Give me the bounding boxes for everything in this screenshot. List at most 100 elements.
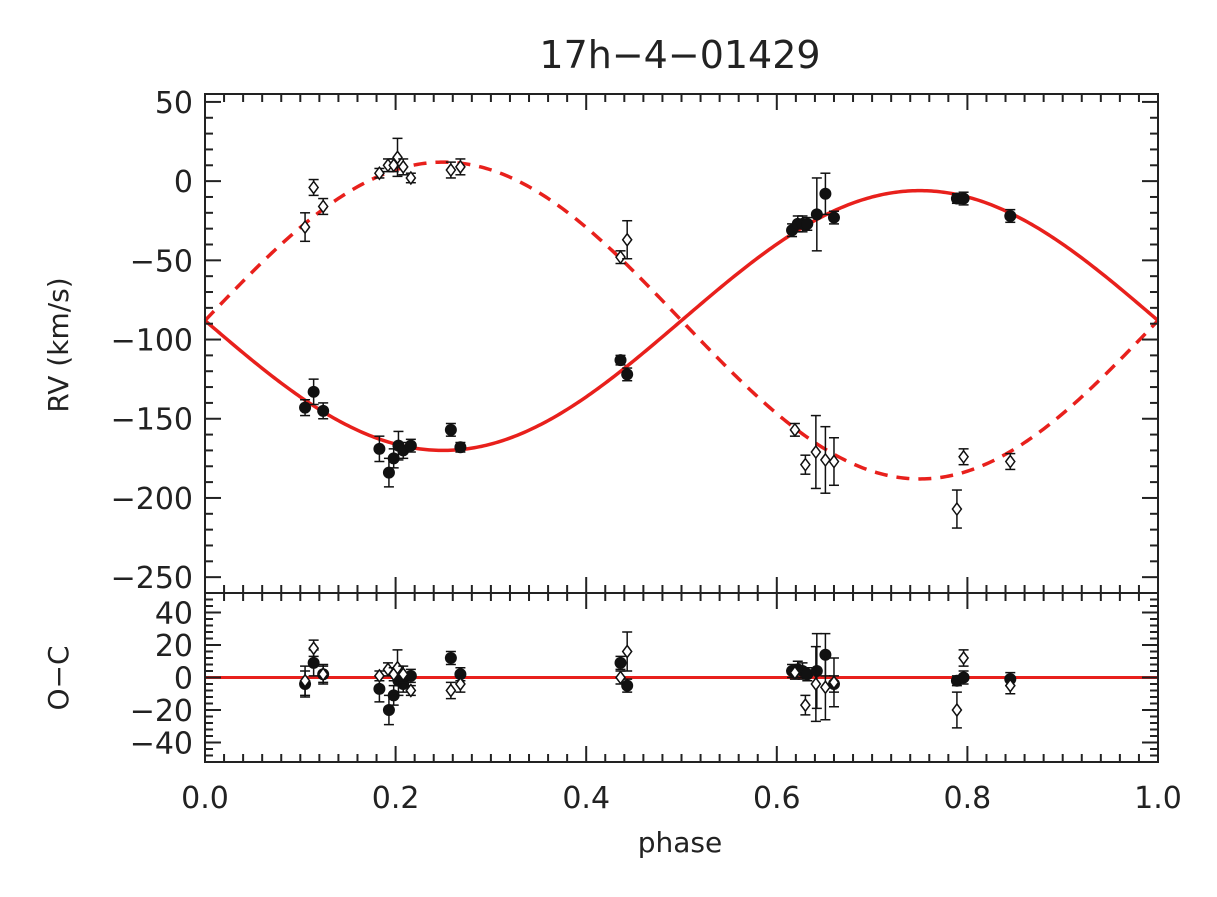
- open-diamond-marker: [373, 668, 385, 684]
- secondary-data-point: [789, 422, 801, 438]
- open-diamond-marker: [799, 457, 811, 472]
- secondary-data-point: [454, 675, 466, 693]
- y-tick-label: 40: [155, 597, 193, 632]
- y-tick-label: −20: [130, 694, 193, 729]
- open-diamond-marker: [621, 232, 633, 247]
- filled-circle-marker: [614, 354, 627, 367]
- filled-circle-marker: [621, 679, 634, 692]
- secondary-data-point: [1004, 452, 1016, 471]
- secondary-data-point: [819, 654, 831, 721]
- filled-circle-marker: [454, 668, 467, 681]
- secondary-data-point: [308, 178, 320, 197]
- rv-model-curves: [203, 160, 1160, 481]
- x-tick-label: 0.0: [181, 781, 229, 816]
- y-axis-label-oc: O−C: [42, 645, 75, 710]
- secondary-data-point: [615, 670, 626, 685]
- open-diamond-marker: [615, 249, 626, 265]
- secondary-data-point: [405, 683, 417, 698]
- primary-data-point: [444, 422, 457, 437]
- filled-circle-marker: [801, 668, 814, 681]
- open-diamond-marker: [810, 444, 822, 460]
- primary-data-point: [404, 438, 417, 453]
- open-diamond-marker: [317, 199, 329, 214]
- secondary-data-point: [317, 197, 329, 216]
- open-diamond-marker: [299, 219, 311, 235]
- secondary-data-point: [789, 665, 801, 680]
- filled-circle-marker: [957, 671, 970, 684]
- open-diamond-marker: [445, 162, 457, 178]
- filled-circle-marker: [307, 656, 320, 669]
- secondary-data-point: [397, 665, 409, 684]
- x-tick-label: 1.0: [1134, 781, 1182, 816]
- filled-circle-marker: [373, 442, 386, 455]
- filled-circle-marker: [454, 441, 467, 454]
- x-tick-label: 0.4: [562, 781, 610, 816]
- open-diamond-marker: [819, 452, 831, 468]
- secondary-data-point: [317, 665, 329, 684]
- secondary-data-point: [454, 158, 466, 176]
- y-tick-label: −150: [111, 403, 193, 438]
- secondary-data-point: [299, 212, 311, 243]
- primary-data-point: [957, 191, 970, 206]
- y-tick-label: −250: [111, 561, 193, 596]
- open-diamond-marker: [308, 641, 320, 656]
- secondary-data-point: [615, 249, 626, 265]
- secondary-data-point: [810, 645, 822, 723]
- secondary-data-point: [951, 691, 963, 729]
- primary-data-point: [810, 177, 823, 252]
- primary-data-point: [801, 216, 814, 231]
- open-diamond-marker: [1004, 454, 1016, 469]
- secondary-data-point: [951, 489, 963, 529]
- secondary-data-point: [819, 425, 831, 494]
- primary-data-point: [454, 441, 467, 454]
- filled-circle-marker: [444, 652, 457, 664]
- secondary-data-point: [392, 137, 403, 178]
- x-tick-label: 0.6: [753, 781, 801, 816]
- secondary-data-point: [958, 448, 970, 466]
- open-diamond-marker: [789, 665, 801, 680]
- filled-circle-marker: [810, 208, 823, 221]
- y-tick-label: 50: [155, 86, 193, 121]
- x-tick-label: 0.8: [944, 781, 992, 816]
- open-diamond-marker: [405, 683, 417, 698]
- filled-circle-marker: [957, 192, 970, 205]
- y-axis-label-rv: RV (km/s): [42, 277, 75, 412]
- filled-circle-marker: [387, 452, 400, 465]
- filled-circle-marker: [810, 665, 823, 677]
- open-diamond-marker: [810, 676, 822, 692]
- secondary-data-point: [810, 414, 822, 490]
- open-diamond-marker: [958, 449, 970, 465]
- open-diamond-marker: [799, 697, 811, 713]
- primary-model-curve: [203, 188, 1160, 453]
- rv-axes: 50 0 −50 −100 −150 −200 −250: [111, 86, 1159, 596]
- open-diamond-marker: [615, 670, 626, 685]
- secondary-data-point: [828, 437, 840, 487]
- secondary-data-point: [958, 649, 970, 667]
- rv-data-points: [299, 137, 1017, 529]
- open-diamond-marker: [951, 702, 963, 718]
- y-tick-label: −200: [111, 482, 193, 517]
- open-diamond-marker: [789, 422, 801, 438]
- primary-data-point: [1004, 208, 1017, 224]
- filled-circle-marker: [299, 401, 312, 414]
- secondary-data-point: [397, 158, 409, 176]
- secondary-data-point: [621, 219, 633, 260]
- secondary-data-point: [445, 681, 457, 700]
- x-tick-label: 0.2: [372, 781, 420, 816]
- filled-circle-marker: [382, 704, 395, 716]
- open-diamond-marker: [405, 170, 417, 186]
- filled-circle-marker: [444, 423, 457, 436]
- primary-data-point: [307, 378, 320, 406]
- secondary-data-point: [445, 161, 457, 179]
- secondary-data-point: [373, 165, 385, 181]
- primary-data-point: [299, 398, 312, 417]
- filled-circle-marker: [397, 678, 410, 690]
- secondary-data-point: [621, 631, 633, 672]
- residual-data-points: [299, 631, 1017, 729]
- secondary-data-point: [405, 170, 417, 186]
- open-diamond-marker: [621, 644, 633, 659]
